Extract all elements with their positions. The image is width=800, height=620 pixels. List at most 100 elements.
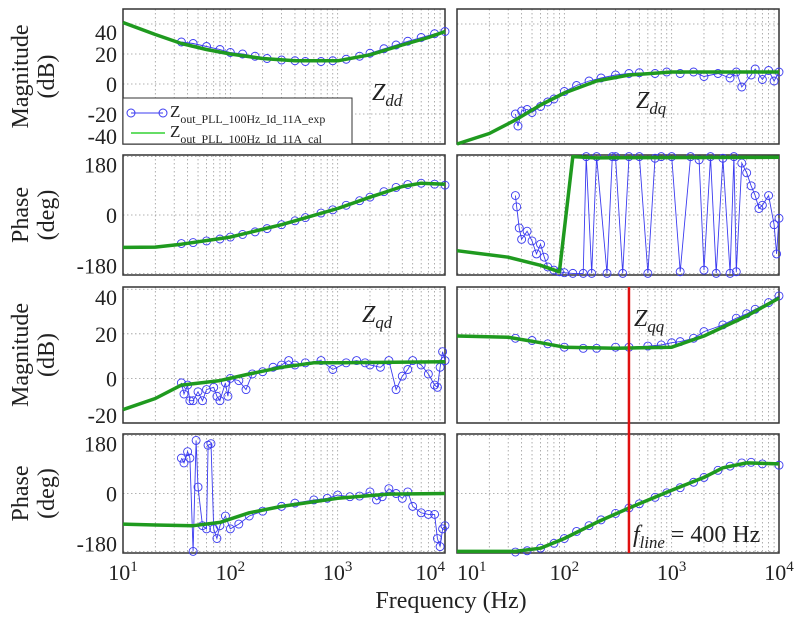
f-line-label-sub: line — [640, 533, 666, 552]
y-tick-label: -180 — [77, 253, 117, 278]
exp-data-point — [754, 204, 764, 213]
f-line-label-rest: = 400 Hz — [665, 522, 761, 548]
exp-data-point — [430, 509, 440, 519]
x-axis-label: Frequency (Hz) — [375, 588, 526, 614]
exp-data-point — [209, 382, 219, 392]
y-tick-label: 180 — [84, 432, 117, 457]
x-tick-exponent: 4 — [786, 559, 794, 575]
x-tick-exponent: 2 — [572, 559, 580, 575]
exp-data-point — [757, 75, 767, 84]
exp-data-point — [522, 226, 532, 236]
y-axis-label: Magnitude — [8, 25, 34, 129]
x-tick-base: 10 — [457, 560, 479, 585]
exp-data-point — [602, 268, 612, 278]
panel-2-0: 40 20 0 -20 Zqd Magnitude (dB) — [8, 285, 450, 428]
exp-data-point — [432, 382, 442, 392]
exp-data-point — [215, 396, 225, 406]
exp-data-point — [774, 213, 784, 223]
y-tick-label: -40 — [88, 124, 117, 149]
y-tick-label: -180 — [77, 531, 117, 556]
exp-data-point — [188, 396, 198, 406]
panel-title-main: Z — [362, 302, 376, 328]
exp-data-point — [568, 268, 578, 278]
x-tick-exponent: 4 — [438, 559, 446, 575]
exp-series-line — [180, 351, 446, 402]
exp-data-point — [438, 524, 448, 534]
exp-data-point — [532, 249, 541, 259]
x-tick-base: 10 — [323, 560, 345, 585]
x-tick-base: 10 — [416, 560, 438, 585]
exp-data-point — [757, 200, 767, 210]
exp-data-point — [438, 347, 448, 357]
exp-data-point — [403, 365, 413, 374]
exp-data-point — [772, 249, 782, 259]
panel-title-main: Z — [372, 80, 386, 106]
panel-1-0: 180 0 -180 Phase (deg) — [8, 153, 450, 278]
y-axis-label: (dB) — [34, 55, 60, 99]
y-axis-label: (deg) — [34, 190, 60, 241]
exp-series-line — [181, 31, 446, 62]
exp-data-point — [539, 252, 549, 262]
exp-data-point — [423, 369, 433, 379]
legend-entry-cal: Zout_PLL_100Hz_Id_11A_cal — [170, 122, 323, 146]
panel-frame — [122, 154, 446, 276]
legend-box — [122, 97, 353, 145]
x-tick-label: 101 — [457, 559, 487, 585]
panel-title-sub: dq — [649, 99, 666, 118]
panel-title-sub: dd — [385, 91, 402, 110]
exp-data-point — [193, 482, 203, 492]
panel-title-sub: qq — [647, 317, 664, 336]
panel-title-main: Z — [634, 306, 648, 332]
exp-data-point — [185, 396, 195, 406]
exp-data-point — [750, 191, 760, 200]
x-tick-exponent: 1 — [479, 559, 487, 575]
exp-data-point — [179, 389, 189, 399]
exp-data-point — [328, 365, 338, 374]
exp-data-point — [403, 487, 413, 497]
x-tick-label: 103 — [657, 559, 687, 585]
x-tick-base: 10 — [216, 560, 238, 585]
exp-series-line — [514, 155, 780, 274]
exp-series-line — [181, 182, 446, 244]
y-tick-label: 0 — [106, 72, 117, 97]
exp-data-point — [193, 387, 203, 397]
exp-data-point — [234, 519, 244, 529]
exp-data-point — [416, 508, 426, 518]
legend-entry-exp: Zout_PLL_100Hz_Id_11A_exp — [170, 102, 325, 126]
exp-data-point — [517, 234, 527, 244]
exp-data-point — [435, 542, 445, 552]
exp-data-point — [430, 380, 440, 390]
panel-title: Zqd — [362, 302, 393, 332]
cal-series-line — [456, 296, 780, 351]
exp-data-point — [578, 268, 588, 278]
panel-title: Zqq — [634, 306, 664, 336]
exp-data-point — [711, 268, 721, 278]
exp-data-point — [185, 453, 195, 463]
panel-frame — [456, 154, 780, 276]
panel-3-1: 101 102 103 104 — [456, 433, 794, 585]
y-tick-label: -20 — [88, 403, 117, 428]
exp-data-point — [176, 453, 186, 463]
x-tick-exponent: 1 — [130, 559, 138, 575]
exp-data-point — [408, 501, 418, 511]
x-tick-label: 102 — [216, 559, 246, 585]
legend-entry-exp-sub: out_PLL_100Hz_Id_11A_exp — [180, 112, 325, 126]
y-axis-label: Phase — [8, 466, 34, 522]
y-tick-label: -20 — [88, 102, 117, 127]
x-tick-base: 10 — [657, 560, 679, 585]
exp-data-point — [536, 239, 545, 249]
y-tick-label: 20 — [95, 42, 117, 67]
cal-series-line — [122, 491, 446, 528]
f-line-label: fline = 400 Hz — [633, 522, 760, 552]
f-line-label-main: f — [633, 522, 643, 548]
exp-data-point — [212, 534, 222, 543]
exp-data-point — [391, 385, 401, 395]
panel-title-main: Z — [636, 88, 650, 114]
x-tick-label: 103 — [323, 559, 353, 585]
x-tick-base: 10 — [764, 560, 786, 585]
exp-data-point — [737, 82, 747, 92]
x-tick-base: 10 — [108, 560, 130, 585]
exp-data-point — [675, 267, 685, 277]
panel-frame — [456, 433, 780, 554]
